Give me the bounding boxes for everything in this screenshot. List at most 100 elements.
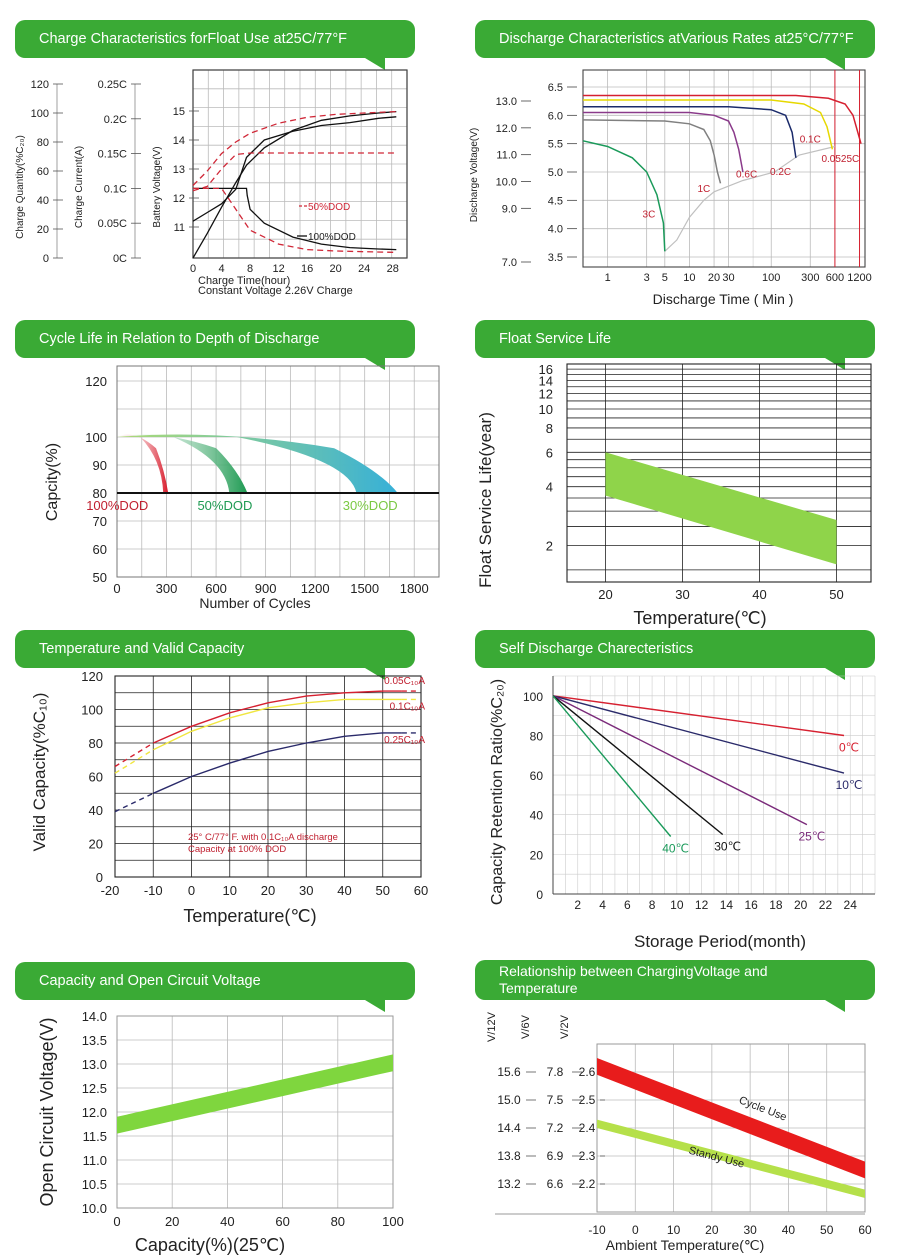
x-tick-label: 50 bbox=[376, 883, 390, 898]
series-label: 30%DOD bbox=[343, 498, 398, 513]
x-tick-label: 20 bbox=[330, 263, 342, 275]
series-label: 3C bbox=[643, 209, 656, 220]
y-tick-label: 20 bbox=[530, 848, 544, 862]
x-tick-label: 50 bbox=[829, 587, 843, 602]
y-tick-label: 7.5 bbox=[547, 1093, 564, 1107]
x-tick-label: 10 bbox=[683, 272, 695, 284]
x-tick-label: 1500 bbox=[350, 581, 379, 596]
series-line bbox=[552, 695, 808, 826]
x-tick-label: 900 bbox=[255, 581, 277, 596]
y-tick-label: 14 bbox=[539, 373, 553, 388]
x-tick-label: 10 bbox=[667, 1223, 681, 1237]
series-line bbox=[114, 742, 154, 768]
plot-frame bbox=[192, 69, 408, 259]
y-tick-label: 14.0 bbox=[82, 1009, 107, 1024]
series-line bbox=[114, 749, 154, 774]
x-tick-label: 28 bbox=[387, 263, 399, 275]
x-tick-label: 600 bbox=[205, 581, 227, 596]
y-tick-label: 6.6 bbox=[547, 1177, 564, 1191]
x-tick-label: 4 bbox=[218, 263, 224, 275]
chart-title-banner: Charge Characteristics forFloat Use at25… bbox=[15, 20, 415, 70]
x-tick-label: 24 bbox=[358, 263, 370, 275]
series-label: 100%DOD bbox=[86, 498, 148, 513]
y-tick-label: 14 bbox=[173, 135, 185, 147]
x-tick-label: -20 bbox=[101, 883, 120, 898]
x-tick-label: 2 bbox=[574, 898, 581, 912]
series-line bbox=[583, 94, 862, 144]
y-tick-label: 3.5 bbox=[548, 252, 563, 264]
x-axis-label: Charge Time(hour) bbox=[198, 275, 290, 287]
ocv-band bbox=[117, 1054, 393, 1134]
y-tick-label: 50 bbox=[93, 570, 107, 585]
series-line bbox=[552, 695, 724, 836]
series-line bbox=[192, 110, 397, 259]
y-axis-label: Open Circuit Voltage(V) bbox=[37, 1017, 57, 1206]
x-tick-label: 300 bbox=[156, 581, 178, 596]
discharge-characteristics-chart: 3.5 4.0 4.5 5.0 5.5 6.0 6.5 7.0 9.0 10.0 11.0 12.0 1… bbox=[469, 69, 872, 307]
annotation: 25° C/77° F. with 0.1C₁₀A discharge bbox=[188, 832, 338, 843]
x-tick-label: 12 bbox=[695, 898, 709, 912]
y-tick-label: 100 bbox=[85, 430, 107, 445]
x-tick-label: 14 bbox=[720, 898, 734, 912]
x-axis-label: Capacity(%)(25℃) bbox=[135, 1235, 285, 1255]
chart-title: Temperature and Valid Capacity bbox=[39, 641, 245, 657]
x-tick-label: 0 bbox=[632, 1223, 639, 1237]
plot-frame bbox=[566, 363, 872, 583]
y-tick-label: 12.0 bbox=[82, 1105, 107, 1120]
series-label: 10℃ bbox=[836, 778, 863, 792]
cycle-area bbox=[117, 434, 169, 493]
y-tick-label: 70 bbox=[93, 514, 107, 529]
x-tick-label: 1200 bbox=[847, 272, 871, 284]
y-tick-label: 11 bbox=[174, 222, 185, 234]
y-tick-label: 7.0 bbox=[502, 257, 517, 269]
y-tick-label: 15.6 bbox=[497, 1065, 521, 1079]
series-line bbox=[552, 695, 672, 837]
series-line bbox=[153, 732, 402, 794]
y-tick-label: 11.5 bbox=[83, 1129, 107, 1144]
series-label: 0.0525C bbox=[821, 154, 859, 165]
x-tick-label: -10 bbox=[588, 1223, 606, 1237]
y-tick-label: 120 bbox=[85, 374, 107, 389]
y-tick-label: 20 bbox=[37, 224, 49, 236]
y-tick-label: 8 bbox=[546, 421, 553, 436]
y-tick-label: 60 bbox=[37, 166, 49, 178]
x-tick-label: 40 bbox=[752, 587, 766, 602]
chart-title-banner: Self Discharge Charecteristics bbox=[475, 630, 875, 680]
y-tick-label: 12.0 bbox=[496, 123, 517, 135]
y-axis-label: Charge Quantity(%C₂₀) bbox=[15, 135, 26, 239]
y-tick-label: 6.0 bbox=[548, 110, 563, 122]
series-line bbox=[583, 111, 744, 173]
x-tick-label: 5 bbox=[662, 272, 668, 284]
y-tick-label: 80 bbox=[530, 729, 544, 743]
axis-header: V/6V bbox=[520, 1014, 532, 1039]
x-tick-label: 300 bbox=[801, 272, 819, 284]
y-tick-label: 60 bbox=[93, 542, 107, 557]
series-line bbox=[192, 152, 397, 192]
series-line bbox=[192, 110, 397, 186]
x-tick-label: 600 bbox=[826, 272, 844, 284]
y-tick-label: 0 bbox=[536, 888, 543, 902]
y-tick-label: 13.0 bbox=[82, 1057, 107, 1072]
x-axis-label: Temperature(℃) bbox=[183, 906, 316, 926]
y-tick-label: 80 bbox=[93, 486, 107, 501]
y-tick-label: 20 bbox=[89, 837, 103, 852]
y-tick-label: 5.0 bbox=[548, 167, 563, 179]
y-tick-label: 2.3 bbox=[579, 1149, 596, 1163]
x-axis-label: Discharge Time ( Min ) bbox=[653, 291, 794, 307]
y-tick-label: 0 bbox=[43, 253, 49, 265]
x-tick-label: 20 bbox=[794, 898, 808, 912]
charge-characteristics-panel: Charge Characteristics forFloat Use at25… bbox=[15, 20, 455, 305]
y-tick-label: 100 bbox=[31, 108, 49, 120]
x-axis-label: Ambient Temperature(℃) bbox=[606, 1237, 765, 1253]
y-tick-label: 13.0 bbox=[496, 96, 517, 108]
x-tick-label: 30 bbox=[722, 272, 734, 284]
series-label: 25℃ bbox=[798, 830, 825, 844]
x-tick-label: 16 bbox=[301, 263, 313, 275]
annotation: Capacity at 100% DOD bbox=[188, 844, 286, 855]
series-label: 0.1C₁₀A bbox=[390, 701, 426, 712]
y-tick-label: 100 bbox=[81, 703, 103, 718]
chart-title: Cycle Life in Relation to Depth of Disch… bbox=[39, 331, 320, 347]
